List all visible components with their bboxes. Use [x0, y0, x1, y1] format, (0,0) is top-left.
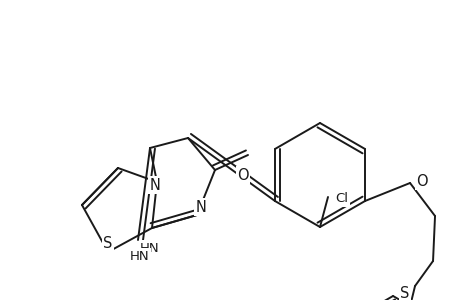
Text: Cl: Cl [335, 193, 348, 206]
Text: N: N [195, 200, 206, 214]
Text: O: O [415, 173, 427, 188]
Text: O: O [237, 167, 248, 182]
Text: N: N [149, 178, 160, 193]
Text: HN: HN [130, 250, 150, 262]
Text: HN: HN [140, 242, 159, 254]
Text: S: S [399, 286, 409, 300]
Text: S: S [103, 236, 112, 251]
